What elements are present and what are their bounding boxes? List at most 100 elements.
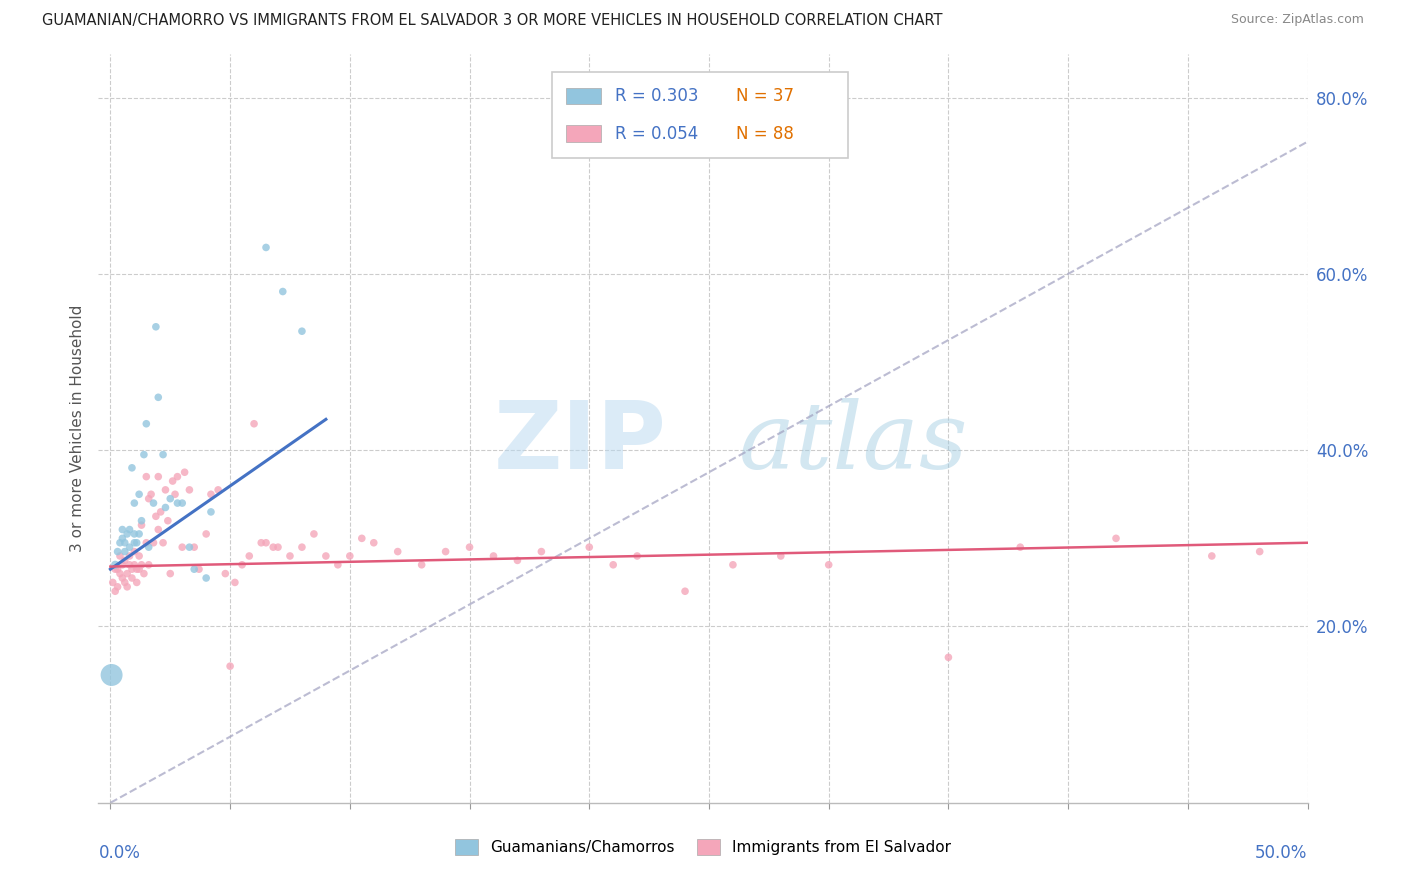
Point [243, 417, 266, 431]
Point [138, 491, 160, 506]
Point [291, 540, 314, 554]
Point [145, 509, 167, 524]
Text: R = 0.303: R = 0.303 [616, 87, 699, 105]
Point [938, 650, 960, 665]
Point [387, 544, 409, 558]
Point [125, 535, 148, 549]
Point [271, 285, 294, 299]
Point [114, 575, 136, 590]
Point [1105, 532, 1128, 546]
Point [195, 527, 218, 541]
Point [350, 532, 373, 546]
Point [159, 566, 181, 581]
Point [155, 500, 177, 515]
Point [107, 580, 129, 594]
Text: 0.0%: 0.0% [98, 844, 141, 862]
Point [458, 540, 481, 554]
Point [179, 540, 201, 554]
Point [195, 571, 218, 585]
Point [108, 549, 131, 563]
Point [254, 240, 277, 254]
Point [128, 487, 150, 501]
Point [125, 575, 148, 590]
Point [231, 558, 253, 572]
Point [107, 562, 129, 576]
Point [111, 558, 134, 572]
FancyBboxPatch shape [551, 72, 848, 159]
Point [131, 518, 153, 533]
Point [363, 535, 385, 549]
Point [115, 527, 138, 541]
Point [1249, 544, 1271, 558]
Text: 50.0%: 50.0% [1256, 844, 1308, 862]
Y-axis label: 3 or more Vehicles in Household: 3 or more Vehicles in Household [69, 304, 84, 552]
Point [224, 575, 246, 590]
Point [104, 558, 127, 572]
Point [128, 562, 150, 576]
Point [339, 549, 361, 563]
Point [578, 540, 600, 554]
Text: N = 88: N = 88 [737, 125, 794, 143]
Point [131, 514, 153, 528]
Point [602, 558, 624, 572]
Point [115, 566, 138, 581]
Point [172, 540, 194, 554]
Point [100, 668, 122, 682]
Point [121, 571, 143, 585]
Point [214, 566, 236, 581]
Point [115, 580, 138, 594]
Point [132, 566, 155, 581]
Point [121, 460, 143, 475]
Point [142, 496, 165, 510]
Point [132, 448, 155, 462]
Point [121, 562, 143, 576]
FancyBboxPatch shape [567, 126, 600, 142]
Point [434, 544, 457, 558]
Point [111, 532, 134, 546]
Point [769, 549, 792, 563]
Point [530, 544, 553, 558]
Point [125, 562, 148, 576]
Point [817, 558, 839, 572]
Text: ZIP: ZIP [494, 397, 666, 489]
Point [149, 505, 172, 519]
Point [118, 523, 141, 537]
Text: GUAMANIAN/CHAMORRO VS IMMIGRANTS FROM EL SALVADOR 3 OR MORE VEHICLES IN HOUSEHOL: GUAMANIAN/CHAMORRO VS IMMIGRANTS FROM EL… [42, 13, 942, 29]
Point [148, 390, 170, 404]
Point [139, 487, 162, 501]
Point [107, 544, 129, 558]
Point [142, 535, 165, 549]
Point [721, 558, 744, 572]
Point [179, 483, 201, 497]
Point [188, 562, 211, 576]
Text: R = 0.054: R = 0.054 [616, 125, 699, 143]
Point [104, 584, 127, 599]
Point [326, 558, 349, 572]
Point [172, 496, 194, 510]
Point [162, 474, 184, 488]
Point [482, 549, 505, 563]
Point [156, 514, 179, 528]
Point [159, 491, 181, 506]
Point [101, 575, 124, 590]
Point [626, 549, 648, 563]
Point [219, 659, 242, 673]
Point [262, 540, 284, 554]
Point [118, 549, 141, 563]
Point [200, 505, 222, 519]
Point [114, 535, 136, 549]
Point [135, 469, 157, 483]
Point [1010, 540, 1032, 554]
Point [1201, 549, 1223, 563]
Point [135, 417, 157, 431]
Point [200, 487, 222, 501]
Point [291, 324, 314, 338]
Point [183, 540, 205, 554]
Point [173, 465, 195, 479]
Point [124, 558, 146, 572]
Point [118, 540, 141, 554]
Point [108, 535, 131, 549]
Point [114, 553, 136, 567]
Point [254, 535, 277, 549]
Point [673, 584, 696, 599]
